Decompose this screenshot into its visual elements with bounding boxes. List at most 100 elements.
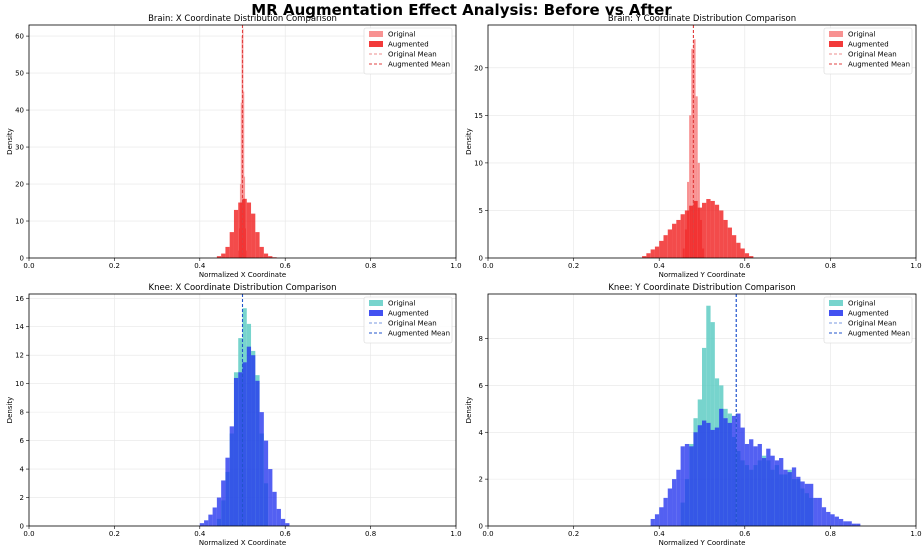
- knee-x-augmented-bar-9: [238, 372, 243, 526]
- brain-y-augmented-bar-22: [736, 242, 741, 258]
- knee-y-xtick-label-1: 0.2: [568, 530, 579, 538]
- knee-y-augmented-bar-31: [783, 469, 788, 526]
- knee-y-augmented-bar-40: [821, 507, 827, 526]
- knee-x-augmented-bar-19: [280, 518, 286, 526]
- knee-y-xtick-label-5: 1.0: [910, 530, 921, 538]
- knee-y-legend: Original Augmented Original Mean Augmented …: [823, 296, 913, 344]
- brain-y-augmented-bar-11: [689, 205, 694, 258]
- knee-x-ytick-label-1: 2: [20, 494, 24, 502]
- knee-y-augmented-bar-13: [706, 422, 711, 526]
- brain-x-augmented-bar-11: [263, 253, 269, 258]
- knee-y-augmented-bar-30: [779, 458, 784, 526]
- brain-y-augmented-bar-0: [642, 256, 647, 258]
- knee-y-legend-label-3: Augmented Mean: [848, 330, 910, 338]
- brain-y-legend: Original Augmented Original Mean Augmented …: [823, 27, 913, 75]
- brain-y-original-bar-3: [689, 115, 692, 258]
- brain-x-legend-swatch-1: [369, 41, 383, 47]
- knee-y-ytick-label-2: 4: [479, 429, 484, 437]
- brain-y-legend-label-1: Augmented: [848, 41, 889, 49]
- brain-x-augmented-bar-5: [238, 202, 243, 258]
- brain-x-ytick-label-5: 50: [15, 70, 24, 78]
- knee-y-augmented-bar-22: [744, 443, 750, 526]
- knee-x-ytick-label-4: 8: [20, 409, 24, 417]
- brain-x-augmented-bar-3: [229, 232, 234, 258]
- knee-y-augmented-bar-34: [796, 476, 801, 526]
- brain-y-augmented-bar-25: [749, 256, 754, 258]
- knee-y-augmented-bar-36: [804, 483, 809, 526]
- knee-y-augmented-bar-2: [659, 507, 664, 526]
- brain-y-panel: 0.0 0.2 0.4 0.6 0.8 1.0 0 5 10 15 20 Brain: Y Coord…: [465, 14, 922, 279]
- knee-y-axes-frame: [487, 293, 917, 527]
- knee-x-xtick-label-5: 1.0: [450, 530, 461, 538]
- knee-y-augmented-bar-15: [714, 427, 720, 526]
- brain-y-original-bar-4: [691, 48, 694, 258]
- knee-x-xtick-label-2: 0.4: [194, 530, 206, 538]
- brain-y-original-bar-5: [693, 39, 696, 258]
- knee-y-legend-label-1: Augmented: [848, 310, 889, 318]
- knee-y-augmented-bar-48: [856, 523, 861, 526]
- brain-y-title: Brain: Y Coordinate Distribution Compari…: [608, 14, 796, 24]
- brain-x-legend: Original Augmented Original Mean Augmented …: [363, 27, 453, 75]
- brain-y-axes-frame: [487, 24, 917, 259]
- knee-y-augmented-bar-39: [817, 497, 822, 526]
- brain-x-ytick-label-4: 40: [15, 107, 24, 115]
- knee-y-augmented-bar-25: [757, 443, 762, 526]
- knee-y-augmented-bar-11: [697, 425, 702, 526]
- knee-y-augmented-bar-37: [809, 483, 814, 526]
- brain-x-xtick-label-0: 0.0: [23, 262, 34, 270]
- knee-y-ytick-label-0: 0: [479, 523, 483, 531]
- knee-y-augmented-bar-47: [851, 523, 857, 526]
- knee-y-xtick-label-2: 0.4: [654, 530, 666, 538]
- brain-y-ytick-label-3: 15: [474, 112, 483, 120]
- knee-x-augmented-bar-7: [229, 426, 234, 526]
- knee-y-title: Knee: Y Coordinate Distribution Comparis…: [608, 283, 795, 293]
- brain-y-xtick-label-0: 0.0: [482, 262, 493, 270]
- knee-x-augmented-bar-16: [268, 469, 273, 526]
- brain-x-augmented-bar-12: [268, 256, 273, 258]
- figure-title: MR Augmentation Effect Analysis: Before …: [251, 1, 672, 19]
- knee-x-title: Knee: X Coordinate Distribution Comparis…: [149, 283, 337, 293]
- knee-x-ytick-label-8: 16: [15, 295, 24, 303]
- knee-y-augmented-bar-42: [830, 514, 835, 526]
- knee-x-xlabel: Normalized X Coordinate: [199, 539, 286, 547]
- knee-y-legend-label-2: Original Mean: [848, 320, 897, 328]
- knee-x-augmented-bar-5: [221, 480, 226, 526]
- knee-x-ytick-label-6: 12: [15, 352, 24, 360]
- brain-y-augmented-bar-1: [646, 253, 651, 258]
- knee-y-augmented-bar-32: [787, 472, 792, 526]
- knee-x-augmented-bar-0: [199, 523, 205, 526]
- brain-x-axes-frame: [28, 24, 457, 259]
- knee-y-augmented-bar-14: [710, 429, 715, 526]
- brain-x-ytick-label-1: 10: [15, 218, 24, 226]
- brain-y-augmented-bar-4: [659, 240, 664, 258]
- knee-y-ylabel: Density: [465, 397, 473, 424]
- brain-x-ylabel: Density: [6, 128, 14, 155]
- knee-x-ytick-label-3: 6: [20, 437, 25, 445]
- knee-y-augmented-bar-10: [693, 432, 698, 526]
- brain-y-original-bar-6: [695, 96, 698, 258]
- brain-x-augmented-bar-8: [251, 213, 256, 258]
- brain-x-augmented-bar-10: [259, 246, 264, 258]
- brain-x-panel: 0.0 0.2 0.4 0.6 0.8 1.0 0 10 20 30 40 50 60 Brain: X …: [6, 14, 462, 279]
- knee-x-augmented-bar-3: [212, 507, 217, 526]
- brain-y-augmented-bar-15: [706, 199, 711, 258]
- knee-y-augmented-bar-5: [672, 479, 677, 526]
- knee-y-xlabel: Normalized Y Coordinate: [659, 539, 746, 547]
- knee-y-legend-swatch-0: [829, 300, 843, 306]
- knee-y-xtick-label-4: 0.8: [825, 530, 836, 538]
- knee-x-augmented-bar-8: [233, 377, 239, 526]
- brain-y-augmented-bar-2: [650, 249, 655, 258]
- knee-x-legend-label-2: Original Mean: [388, 320, 437, 328]
- brain-x-augmented-bar-1: [221, 253, 226, 258]
- brain-y-augmented-bar-12: [693, 200, 698, 258]
- brain-y-legend-label-2: Original Mean: [848, 51, 897, 59]
- brain-y-augmented-bar-10: [684, 210, 690, 258]
- knee-y-augmented-bar-24: [753, 446, 758, 526]
- brain-y-augmented-bar-21: [731, 235, 737, 258]
- knee-x-xtick-label-4: 0.8: [365, 530, 376, 538]
- knee-y-augmented-bar-43: [834, 516, 839, 526]
- brain-y-augmented-bar-3: [654, 246, 660, 258]
- brain-x-augmented-bar-0: [216, 256, 222, 258]
- brain-y-augmented-bar-13: [697, 207, 702, 258]
- knee-x-augmented-bar-12: [251, 355, 256, 526]
